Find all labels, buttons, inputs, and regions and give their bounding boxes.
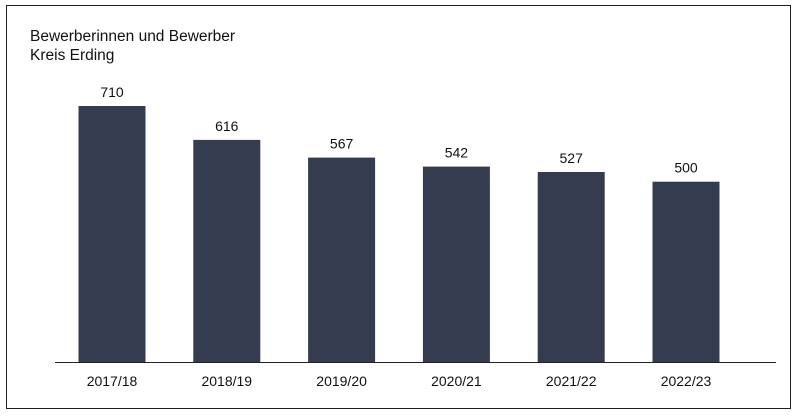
bar-2021/22: [537, 172, 605, 362]
bar-2020/21: [422, 166, 490, 362]
value-label-2019/20: 567: [330, 136, 354, 152]
x-tick-label-2020/21: 2020/21: [431, 373, 482, 389]
value-label-2022/23: 500: [674, 160, 698, 176]
value-label-2018/19: 616: [215, 118, 239, 134]
chart-subtitle: Kreis Erding: [30, 47, 115, 64]
bar-2019/20: [308, 157, 376, 362]
value-label-2017/18: 710: [100, 84, 124, 100]
x-tick-label-2017/18: 2017/18: [87, 373, 138, 389]
chart-title: Bewerberinnen und Bewerber: [30, 28, 236, 45]
tick-labels-group: 2017/18 2018/19 2019/20 2020/21 2021/22 2022/…: [87, 373, 712, 389]
value-labels-group: 710 616 567 542 527 500: [100, 84, 698, 176]
bar-2018/19: [193, 139, 261, 362]
bar-2017/18: [78, 106, 146, 362]
value-label-2020/21: 542: [445, 145, 469, 161]
chart-title-block: Bewerberinnen und Bewerber Kreis Erding: [30, 27, 235, 65]
value-label-2021/22: 527: [560, 150, 584, 166]
x-tick-label-2019/20: 2019/20: [316, 373, 367, 389]
bar-2022/23: [652, 181, 720, 362]
x-tick-label-2021/22: 2021/22: [546, 373, 597, 389]
bars-group: [78, 106, 720, 362]
x-tick-label-2018/19: 2018/19: [201, 373, 252, 389]
x-tick-label-2022/23: 2022/23: [661, 373, 712, 389]
